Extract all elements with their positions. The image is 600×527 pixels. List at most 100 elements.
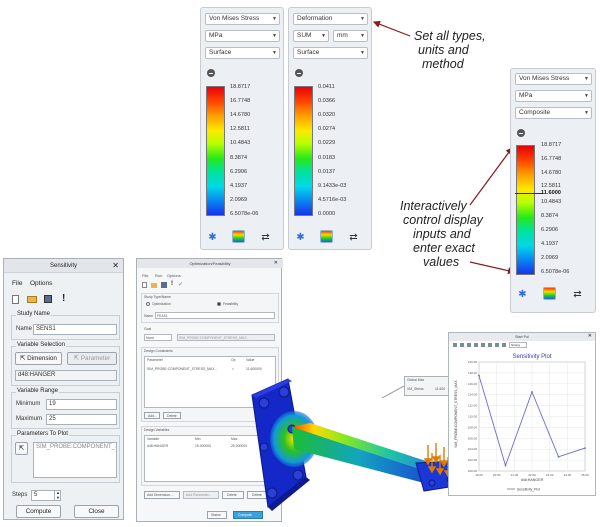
threshold-marker[interactable] bbox=[515, 193, 543, 194]
x-tick-label: 19.00 bbox=[475, 473, 483, 477]
pointer-icon: ⇱ bbox=[18, 445, 25, 452]
status-button[interactable]: Status bbox=[207, 511, 227, 519]
method-select[interactable]: Surface ▼ bbox=[293, 47, 368, 59]
result-type-select[interactable]: Deformation ▼ bbox=[293, 13, 368, 25]
legend-label: 6.5078e-06 bbox=[230, 211, 259, 217]
menu-run[interactable]: Run bbox=[155, 273, 163, 278]
reset-arrows-icon[interactable]: ⇄ bbox=[573, 289, 582, 300]
result-type-select[interactable]: Von Mises Stress ▼ bbox=[205, 13, 280, 25]
steps-input[interactable]: 5 bbox=[31, 490, 61, 501]
x-tick-label: 22.00 bbox=[528, 473, 536, 477]
delete-all-label: Delete bbox=[252, 493, 262, 497]
close-icon[interactable]: ✕ bbox=[273, 260, 278, 266]
add-dimension-button[interactable]: Add Dimension... bbox=[144, 491, 180, 499]
toolbar-icon[interactable] bbox=[488, 343, 492, 347]
spectrum-tool-icon[interactable]: ✱ bbox=[518, 289, 527, 300]
color-scale-icon[interactable] bbox=[232, 230, 245, 243]
close-button[interactable]: Close bbox=[74, 505, 119, 518]
goal-select[interactable]: None bbox=[144, 334, 172, 341]
legend-label: 0.0274 bbox=[318, 126, 336, 132]
maximum-input[interactable]: 25 bbox=[46, 414, 117, 425]
new-file-icon[interactable] bbox=[142, 282, 147, 288]
add-constraint-button[interactable]: Add... bbox=[144, 412, 160, 419]
color-bar[interactable] bbox=[206, 86, 225, 216]
plate-edge bbox=[252, 379, 292, 398]
parameter-button[interactable]: ⇱ Parameter bbox=[67, 352, 117, 365]
dimension-button[interactable]: ⇱ Dimension bbox=[15, 352, 62, 365]
study-name-input[interactable]: FEAS1 bbox=[155, 312, 275, 319]
menu-options[interactable]: Options bbox=[167, 273, 181, 278]
minimum-label: Minimum bbox=[16, 401, 41, 407]
save-icon[interactable] bbox=[161, 282, 167, 288]
plot-toolbar: Strong bbox=[453, 342, 553, 349]
menu-options[interactable]: Options bbox=[30, 280, 53, 287]
style-select[interactable]: Strong bbox=[509, 342, 527, 348]
close-icon[interactable]: ✕ bbox=[112, 261, 119, 270]
optimization-radio[interactable] bbox=[146, 302, 150, 306]
constraint-parameter: SIM_PROBE:COMPONENT_STRESS_MAX... bbox=[147, 367, 218, 371]
menu-file[interactable]: File bbox=[142, 273, 149, 278]
unit-select[interactable]: MPa ▼ bbox=[205, 30, 280, 42]
color-scale-icon[interactable] bbox=[543, 287, 556, 300]
compute-label: Compute bbox=[238, 513, 252, 517]
col-parameter: Parameter bbox=[147, 358, 163, 362]
parameter-list[interactable]: SIM_PROBE:COMPONENT_... bbox=[33, 442, 117, 478]
annotation-line: control display bbox=[403, 213, 483, 227]
toolbar-icon[interactable] bbox=[481, 343, 485, 347]
save-icon[interactable] bbox=[44, 295, 52, 303]
collapse-icon[interactable] bbox=[517, 129, 525, 137]
method-select[interactable]: Surface ▼ bbox=[205, 47, 280, 59]
run-icon[interactable]: ! bbox=[171, 281, 173, 287]
reset-arrows-icon[interactable]: ⇄ bbox=[349, 232, 358, 243]
menu-file[interactable]: File bbox=[12, 280, 23, 287]
goal-parameter-field[interactable]: SIM_PROBE:COMPONENT_STRESS_MAX... bbox=[177, 334, 275, 341]
study-name-input[interactable]: SENS1 bbox=[33, 324, 117, 335]
toolbar-icon[interactable] bbox=[502, 343, 506, 347]
feasibility-radio[interactable] bbox=[217, 302, 221, 306]
new-file-icon[interactable] bbox=[12, 295, 19, 304]
result-type-value: Deformation bbox=[297, 15, 333, 22]
method-select[interactable]: Composite ▼ bbox=[515, 107, 592, 119]
delete-constraint-button[interactable]: Delete bbox=[163, 412, 181, 419]
compute-button[interactable]: Compute bbox=[233, 511, 263, 519]
close-icon[interactable]: ✕ bbox=[587, 333, 592, 339]
y-axis-label: SIM_PROBE:COMPONENT_STRESS_MAX bbox=[454, 380, 458, 448]
steps-spinner[interactable]: ▲ ▼ bbox=[54, 490, 61, 501]
unit-select[interactable]: mm ▼ bbox=[333, 30, 368, 42]
delete-label: Delete bbox=[167, 414, 177, 418]
toolbar-icon[interactable] bbox=[495, 343, 499, 347]
collapse-icon[interactable] bbox=[295, 69, 303, 77]
minimum-input[interactable]: 19 bbox=[46, 399, 117, 410]
spectrum-tool-icon[interactable]: ✱ bbox=[208, 232, 217, 243]
toolbar-icon[interactable] bbox=[453, 343, 457, 347]
color-bar[interactable] bbox=[516, 145, 535, 275]
fea-model-view[interactable] bbox=[240, 365, 480, 523]
x-tick-label: 20.00 bbox=[493, 473, 501, 477]
component-select[interactable]: SUM ▼ bbox=[293, 30, 329, 42]
data-point bbox=[504, 464, 507, 467]
dimension-label: Dimension bbox=[27, 355, 57, 362]
color-bar[interactable] bbox=[294, 86, 313, 216]
selected-variable-field[interactable]: d48:HANGER bbox=[15, 370, 117, 381]
result-type-select[interactable]: Von Mises Stress ▼ bbox=[515, 73, 592, 85]
legend-label: 0.0320 bbox=[318, 112, 336, 118]
open-folder-icon[interactable] bbox=[151, 283, 157, 288]
study-name-label: Study Name bbox=[16, 311, 52, 317]
color-scale-icon[interactable] bbox=[320, 230, 333, 243]
run-icon[interactable]: ! bbox=[62, 293, 66, 304]
sensitivity-chart[interactable]: Sensitivity Plot SIM_PROBE:COMPONENT_STR… bbox=[449, 350, 595, 496]
reset-arrows-icon[interactable]: ⇄ bbox=[261, 232, 270, 243]
toolbar-icon[interactable] bbox=[460, 343, 464, 347]
add-parameter-button[interactable]: Add Parameter... bbox=[183, 491, 219, 499]
compute-button[interactable]: Compute bbox=[16, 505, 61, 518]
check-icon[interactable]: ✓ bbox=[178, 282, 184, 288]
delete-variable-button[interactable]: Delete bbox=[222, 491, 244, 499]
spectrum-tool-icon[interactable]: ✱ bbox=[296, 232, 305, 243]
variables-table[interactable]: Variable Min Max d48:HANGER 19.000000 25… bbox=[144, 435, 276, 482]
toolbar-icon[interactable] bbox=[474, 343, 478, 347]
collapse-icon[interactable] bbox=[207, 69, 215, 77]
unit-select[interactable]: MPa ▼ bbox=[515, 90, 592, 102]
open-folder-icon[interactable] bbox=[27, 296, 37, 303]
select-parameter-button[interactable]: ⇱ bbox=[15, 442, 28, 455]
toolbar-icon[interactable] bbox=[467, 343, 471, 347]
